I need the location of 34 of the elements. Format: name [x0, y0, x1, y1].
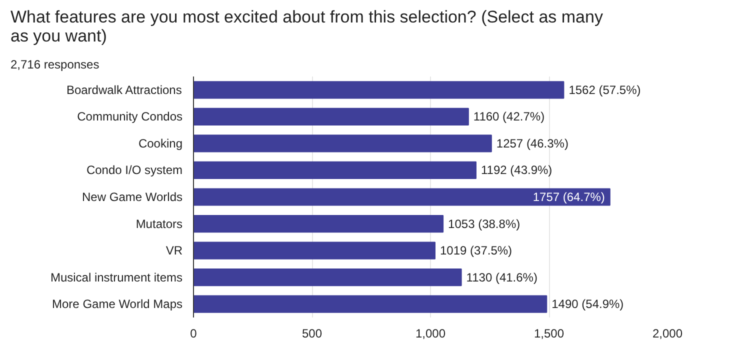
data-label: 1490 (54.9%): [552, 297, 624, 312]
data-label: 1257 (46.3%): [496, 136, 568, 150]
data-label: 1019 (37.5%): [440, 244, 512, 258]
bar: [194, 108, 469, 126]
bar: [194, 161, 477, 180]
data-label: 1053 (38.8%): [448, 216, 520, 231]
y-tick-label: Condo I/O system: [86, 163, 183, 178]
y-tick-label: Mutators: [136, 216, 183, 231]
y-tick-label: Community Condos: [77, 110, 182, 124]
y-tick-label: Musical instrument items: [50, 270, 183, 284]
data-label: 1757 (64.7%): [532, 190, 605, 204]
data-label: 1192 (43.9%): [481, 163, 552, 178]
data-label: 1160 (42.7%): [473, 110, 545, 124]
chart-title: What features are you most excited about from this selection? (Select as many as you want): [10, 8, 604, 46]
y-tick-label: VR: [166, 244, 183, 258]
y-tick-label: New Game Worlds: [82, 190, 183, 204]
bar: [194, 242, 436, 260]
x-tick-label: 1,000: [415, 326, 446, 340]
bar: [194, 134, 492, 152]
y-tick-label: Boardwalk Attractions: [66, 82, 182, 97]
y-tick-label: Cooking: [138, 136, 183, 150]
data-label: 1130 (41.6%): [466, 270, 538, 284]
x-tick-label: 1,500: [534, 326, 564, 340]
data-label: 1562 (57.5%): [568, 82, 641, 97]
text: 2,716 responses: [10, 58, 100, 72]
y-tick-label: More Game World Maps: [52, 297, 182, 312]
x-tick-label: 0: [190, 326, 198, 340]
bar: [194, 81, 564, 99]
bar: [194, 295, 548, 313]
x-tick-label: 2,000: [652, 326, 683, 340]
bar: [194, 268, 462, 286]
bar: [194, 214, 444, 233]
bar: [194, 188, 610, 206]
x-tick-label: 500: [302, 326, 322, 340]
